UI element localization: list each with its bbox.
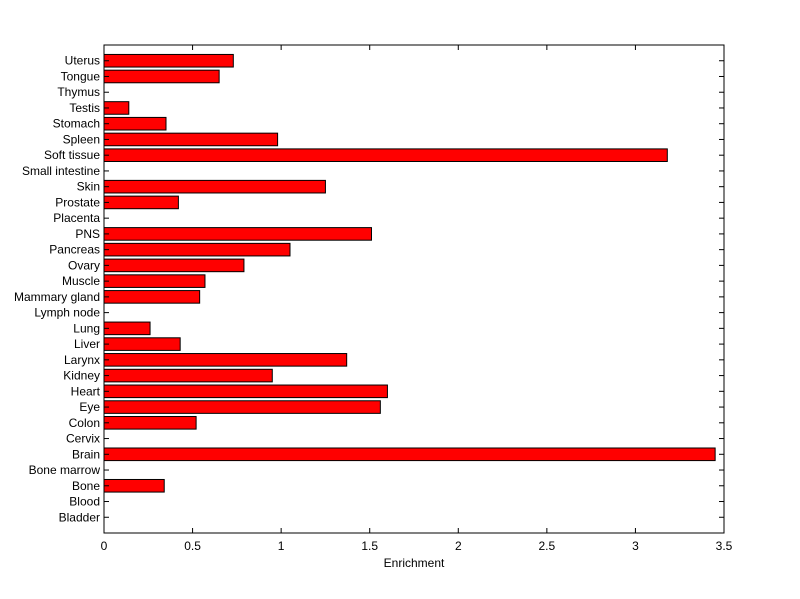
bar-brain: [103, 447, 716, 462]
bar-bone: [103, 478, 165, 493]
x-tick-label: 1.5: [361, 539, 378, 553]
bar-prostate: [103, 195, 179, 210]
y-tick-label-small-intestine: Small intestine: [22, 164, 100, 178]
bar-spleen: [103, 132, 279, 147]
axes-frame: [103, 44, 725, 534]
y-tick-label-bone-marrow: Bone marrow: [29, 463, 101, 477]
x-tick-label: 3.5: [716, 539, 733, 553]
x-tick-label: 2: [455, 539, 462, 553]
y-tick-label-prostate: Prostate: [55, 195, 100, 209]
y-tick-label-pns: PNS: [75, 227, 100, 241]
bar-tongue: [103, 69, 220, 84]
y-tick-label-bladder: Bladder: [59, 510, 100, 524]
bar-pancreas: [103, 242, 291, 257]
y-tick-label-thymus: Thymus: [57, 85, 100, 99]
bar-colon: [103, 416, 197, 430]
y-tick-label-cervix: Cervix: [66, 432, 100, 446]
y-tick-label-eye: Eye: [79, 400, 100, 414]
y-tick-label-placenta: Placenta: [53, 211, 100, 225]
bar-pns: [103, 227, 372, 241]
bar-stomach: [103, 116, 167, 131]
bar-skin: [103, 179, 326, 194]
bar-uterus: [103, 53, 234, 68]
y-tick-label-bone: Bone: [72, 479, 100, 493]
y-tick-label-larynx: Larynx: [64, 353, 100, 367]
y-tick-label-ovary: Ovary: [68, 258, 100, 272]
y-tick-label-liver: Liver: [74, 337, 100, 351]
bars-group: [103, 53, 716, 493]
bar-soft-tissue: [103, 148, 668, 162]
y-tick-label-soft-tissue: Soft tissue: [44, 148, 100, 162]
bar-kidney: [103, 368, 273, 383]
y-tick-label-skin: Skin: [77, 180, 100, 194]
y-tick-label-tongue: Tongue: [61, 69, 101, 83]
bar-muscle: [103, 274, 206, 288]
y-tick-label-testis: Testis: [69, 101, 100, 115]
x-tick-labels: 0 0.5 1 1.5 2 2.5 3 3.5: [101, 539, 733, 553]
y-tick-label-brain: Brain: [72, 447, 100, 461]
y-tick-label-blood: Blood: [69, 495, 100, 509]
bar-lung: [103, 321, 151, 336]
x-tick-label: 0.5: [184, 539, 201, 553]
bar-mammary-gland: [103, 290, 201, 304]
y-tick-label-colon: Colon: [69, 416, 100, 430]
y-tick-label-stomach: Stomach: [53, 117, 100, 131]
y-tick-label-kidney: Kidney: [63, 369, 100, 383]
x-tick-label: 2.5: [539, 539, 556, 553]
bar-liver: [103, 337, 181, 351]
y-tick-label-pancreas: Pancreas: [49, 243, 100, 257]
y-tick-label-spleen: Spleen: [63, 132, 100, 146]
y-tick-label-uterus: Uterus: [65, 54, 100, 68]
y-tick-label-lymph-node: Lymph node: [34, 306, 100, 320]
y-tick-label-heart: Heart: [71, 384, 101, 398]
bar-ovary: [103, 258, 245, 273]
x-tick-label: 1: [278, 539, 285, 553]
x-tick-label: 3: [632, 539, 639, 553]
ticks-group: [103, 45, 725, 533]
x-tick-label: 0: [101, 539, 108, 553]
bar-heart: [103, 384, 388, 399]
bar-eye: [103, 400, 381, 414]
x-axis-label: Enrichment: [384, 556, 445, 570]
y-tick-label-mammary-gland: Mammary gland: [14, 290, 100, 304]
bar-larynx: [103, 353, 348, 367]
y-tick-label-lung: Lung: [73, 321, 100, 335]
y-tick-label-muscle: Muscle: [62, 274, 100, 288]
